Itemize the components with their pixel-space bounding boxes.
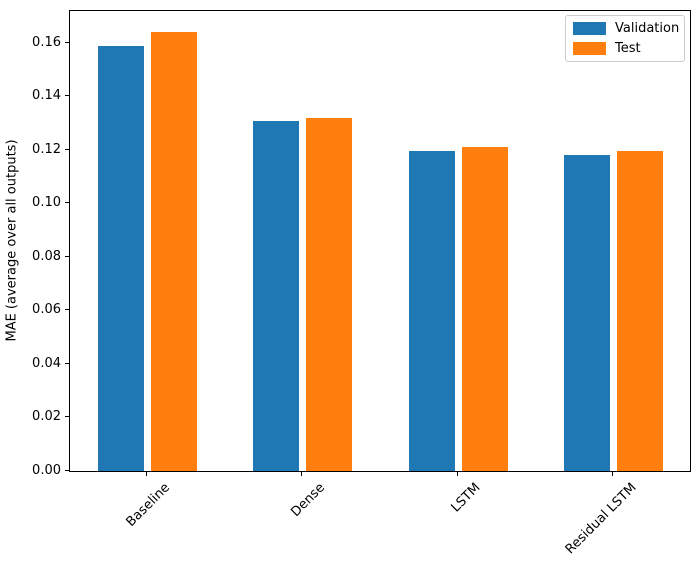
y-tick-label: 0.02: [32, 409, 61, 424]
legend-swatch-validation-icon: [573, 22, 606, 35]
y-axis-label-container: MAE (average over all outputs): [2, 10, 22, 471]
legend: Validation Test: [565, 15, 685, 62]
x-tick-mark: [146, 472, 147, 476]
bar-test-baseline: [151, 32, 197, 471]
y-tick-label: 0.08: [32, 249, 61, 264]
y-tick-mark: [65, 363, 69, 364]
bar-validation-lstm: [409, 151, 455, 471]
legend-entry-validation: Validation: [573, 21, 680, 36]
x-tick-label-baseline: Baseline: [123, 480, 173, 530]
y-tick-mark: [65, 256, 69, 257]
legend-entry-test: Test: [573, 42, 677, 55]
y-tick-mark: [65, 416, 69, 417]
y-tick-mark: [65, 42, 69, 43]
y-tick-mark: [65, 149, 69, 150]
y-tick-label: 0.10: [32, 195, 61, 210]
y-tick-label: 0.14: [32, 88, 61, 103]
y-tick-label: 0.12: [32, 142, 61, 157]
y-tick-label: 0.00: [32, 463, 61, 478]
bar-validation-residual-lstm: [564, 155, 610, 471]
bar-validation-baseline: [98, 46, 144, 471]
y-tick-label: 0.06: [32, 302, 61, 317]
x-tick-label-dense: Dense: [288, 480, 329, 520]
bar-validation-dense: [253, 121, 299, 471]
bar-test-residual-lstm: [617, 151, 663, 471]
y-tick-label: 0.16: [32, 35, 61, 50]
y-tick-mark: [65, 95, 69, 96]
y-tick-label: 0.04: [32, 356, 61, 371]
legend-swatch-test-icon: [573, 42, 606, 55]
x-tick-mark: [301, 472, 302, 476]
legend-label-test: Test: [615, 41, 641, 56]
y-tick-mark: [65, 309, 69, 310]
y-tick-mark: [65, 202, 69, 203]
y-tick-mark: [65, 470, 69, 471]
x-tick-mark: [612, 472, 613, 476]
x-tick-label-residual-lstm: Residual LSTM: [562, 480, 640, 558]
x-tick-mark: [457, 472, 458, 476]
legend-label-validation: Validation: [615, 21, 680, 36]
bar-test-lstm: [462, 147, 508, 471]
bar-test-dense: [306, 118, 352, 471]
x-tick-label-lstm: LSTM: [448, 480, 484, 516]
